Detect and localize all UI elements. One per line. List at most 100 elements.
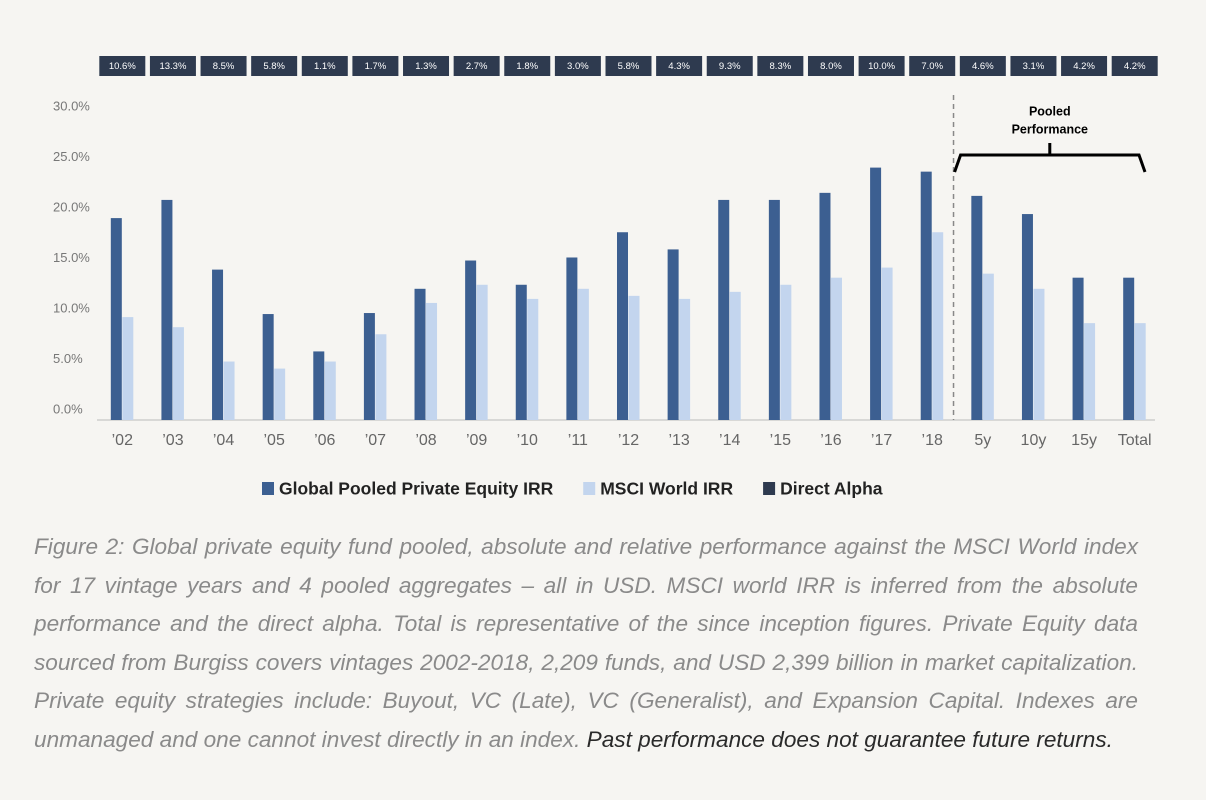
x-tick-label: ’05 <box>263 432 284 449</box>
x-tick-label: ’13 <box>668 432 689 449</box>
bar <box>262 314 274 420</box>
bar <box>780 284 792 420</box>
direct-alpha-label: 8.5% <box>213 61 235 72</box>
x-tick-label: ’12 <box>618 432 639 449</box>
y-tick-label: 20.0% <box>53 199 90 214</box>
bar <box>324 361 336 420</box>
direct-alpha-label: 1.7% <box>365 61 387 72</box>
bar <box>628 295 640 420</box>
direct-alpha-box <box>554 56 601 76</box>
direct-alpha-label: 1.8% <box>516 61 538 72</box>
pooled-brace <box>953 143 1147 173</box>
x-tick-label: ’10 <box>517 432 538 449</box>
direct-alpha-label: 10.0% <box>868 61 895 72</box>
direct-alpha-box <box>504 56 551 76</box>
legend-label: Direct Alpha <box>780 479 883 499</box>
direct-alpha-box <box>1010 56 1057 76</box>
bar <box>768 199 780 420</box>
annotation: Performance <box>1012 122 1088 136</box>
x-tick-label: ’09 <box>466 432 487 449</box>
x-tick-label: Total <box>1118 432 1152 449</box>
bar <box>527 298 539 420</box>
bar <box>1033 288 1045 420</box>
direct-alpha-label: 2.7% <box>466 61 488 72</box>
bar <box>363 313 375 420</box>
y-tick-label: 0.0% <box>53 401 83 416</box>
bar <box>577 288 589 420</box>
x-tick-label: ’16 <box>820 432 841 449</box>
legend-swatch <box>583 482 596 495</box>
bar <box>830 277 842 420</box>
bar <box>465 260 477 420</box>
direct-alpha-box <box>352 56 399 76</box>
direct-alpha-box <box>1061 56 1108 76</box>
bar <box>718 199 730 420</box>
bar <box>729 291 741 420</box>
bar <box>566 257 578 420</box>
bar <box>122 317 134 420</box>
bar <box>971 195 983 420</box>
bar <box>982 273 994 420</box>
direct-alpha-label: 7.0% <box>921 61 943 72</box>
direct-alpha-box <box>909 56 956 76</box>
x-tick-label: 15y <box>1071 432 1097 449</box>
bar <box>375 334 387 420</box>
caption: Figure 2: Global private equity fund poo… <box>34 528 1138 759</box>
bar <box>932 232 944 420</box>
bar <box>172 327 184 420</box>
bar <box>476 284 488 420</box>
bar <box>870 167 882 420</box>
bar <box>1072 277 1084 420</box>
legend-swatch <box>763 482 776 495</box>
direct-alpha-box <box>656 56 703 76</box>
bar <box>313 351 325 420</box>
y-tick-label: 30.0% <box>53 98 90 113</box>
direct-alpha-label: 4.3% <box>668 61 690 72</box>
x-tick-label: ’14 <box>719 432 740 449</box>
direct-alpha-label: 5.8% <box>263 61 285 72</box>
bar <box>1021 214 1033 420</box>
chart: 0.0% 5.0% 10.0% 15.0% 20.0% 25.0% 30.0% ’02 10.6… <box>53 56 1158 499</box>
bar <box>1123 277 1135 420</box>
direct-alpha-box <box>301 56 348 76</box>
direct-alpha-label: 3.1% <box>1023 61 1045 72</box>
x-tick-label: ’07 <box>365 432 386 449</box>
direct-alpha-label: 1.1% <box>314 61 336 72</box>
bar <box>161 199 173 420</box>
bar <box>212 269 224 420</box>
direct-alpha-label: 4.2% <box>1073 61 1095 72</box>
bar <box>274 368 286 420</box>
bar <box>1134 323 1146 420</box>
annotation: Pooled <box>1029 104 1071 118</box>
direct-alpha-label: 5.8% <box>618 61 640 72</box>
bar <box>920 171 932 420</box>
direct-alpha-box <box>858 56 905 76</box>
direct-alpha-box <box>605 56 652 76</box>
bar <box>414 288 426 420</box>
x-tick-label: ’11 <box>568 432 588 449</box>
direct-alpha-box <box>251 56 298 76</box>
direct-alpha-box <box>200 56 247 76</box>
direct-alpha-box <box>959 56 1006 76</box>
bar <box>679 298 691 420</box>
direct-alpha-label: 4.2% <box>1124 61 1146 72</box>
direct-alpha-label: 10.6% <box>109 61 136 72</box>
x-tick-label: ’08 <box>415 432 436 449</box>
direct-alpha-label: 8.0% <box>820 61 842 72</box>
direct-alpha-label: 3.0% <box>567 61 589 72</box>
direct-alpha-label: 13.3% <box>159 61 186 72</box>
y-tick-label: 10.0% <box>53 300 90 315</box>
y-tick-label: 15.0% <box>53 250 90 265</box>
x-tick-label: ’17 <box>871 432 892 449</box>
direct-alpha-label: 4.6% <box>972 61 994 72</box>
y-tick-label: 25.0% <box>53 149 90 164</box>
bar <box>223 361 235 420</box>
legend-label: MSCI World IRR <box>600 479 733 499</box>
x-tick-label: 5y <box>974 432 991 449</box>
direct-alpha-box <box>403 56 450 76</box>
direct-alpha-box <box>706 56 753 76</box>
direct-alpha-label: 9.3% <box>719 61 741 72</box>
direct-alpha-box <box>149 56 196 76</box>
direct-alpha-label: 1.3% <box>415 61 437 72</box>
